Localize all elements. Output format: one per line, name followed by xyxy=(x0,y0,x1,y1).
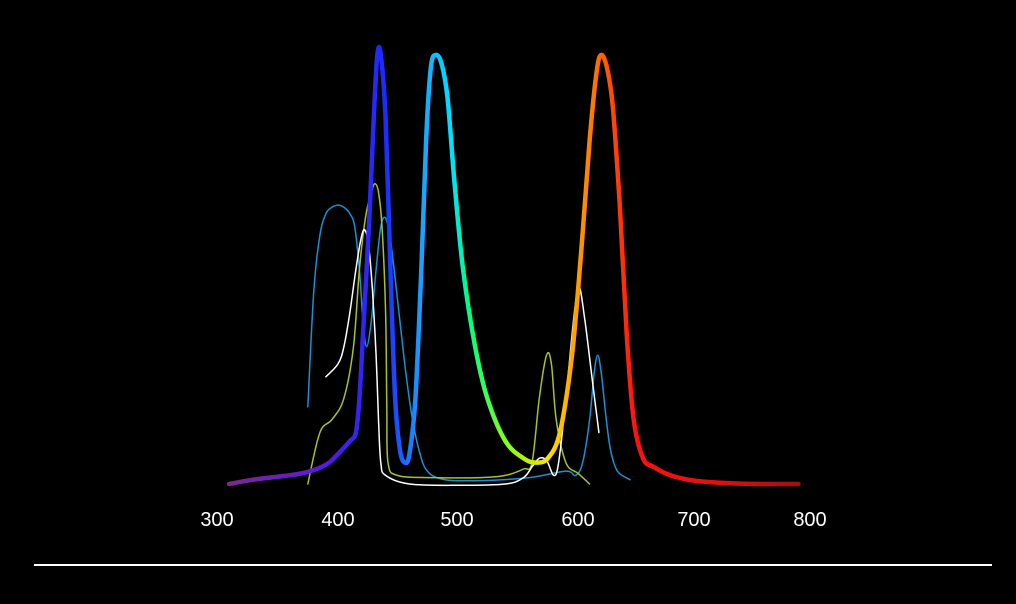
horizontal-rule xyxy=(34,564,992,566)
series-line-2 xyxy=(307,204,631,482)
x-tick-label: 500 xyxy=(440,509,473,531)
x-tick-label: 600 xyxy=(561,509,594,531)
series-layer xyxy=(226,44,801,487)
series-line-3 xyxy=(307,182,591,485)
x-tick-label: 800 xyxy=(793,509,826,531)
x-axis-tick-labels: 300 400 500 600 700 800 xyxy=(200,509,826,531)
x-tick-label: 400 xyxy=(321,509,354,531)
x-tick-label: 300 xyxy=(200,509,233,531)
series-line-1 xyxy=(226,44,801,487)
x-tick-label: 700 xyxy=(677,509,710,531)
